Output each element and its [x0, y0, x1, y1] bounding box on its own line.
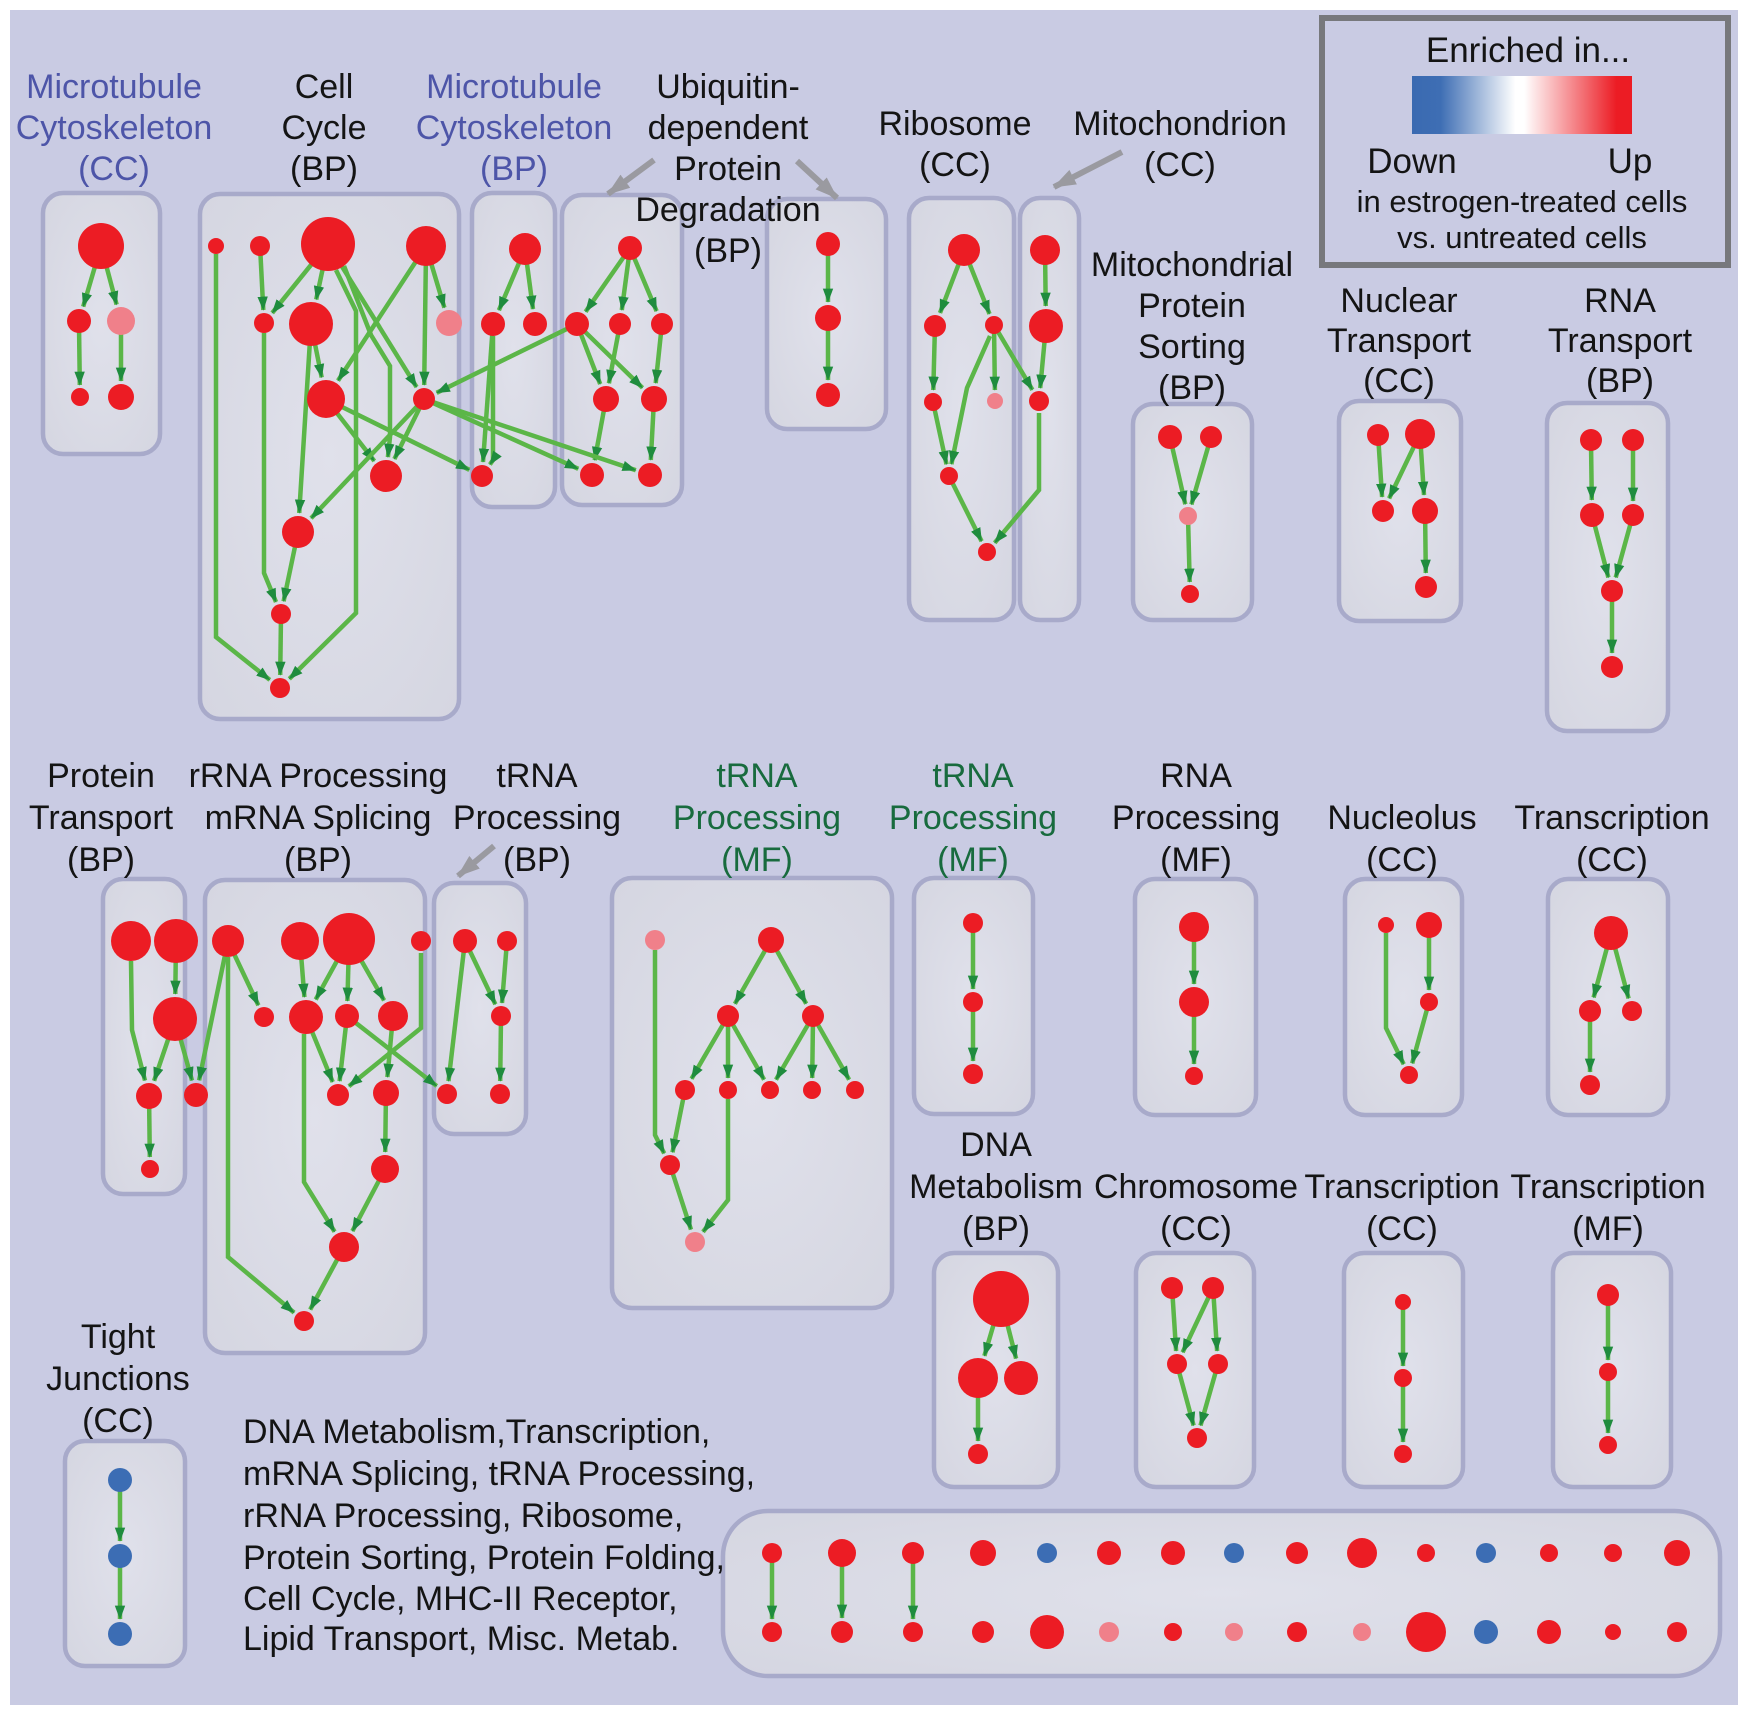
svg-text:Protein Sorting, Protein Foldi: Protein Sorting, Protein Folding, [243, 1539, 725, 1577]
svg-text:RNA: RNA [1160, 757, 1232, 795]
svg-text:Ubiquitin-: Ubiquitin- [656, 68, 800, 106]
svg-text:Transport: Transport [29, 799, 174, 837]
svg-text:RNA: RNA [1584, 282, 1656, 320]
svg-text:Protein: Protein [674, 150, 782, 188]
svg-text:Microtubule: Microtubule [26, 68, 202, 106]
svg-text:(BP): (BP) [1158, 369, 1226, 407]
svg-text:mRNA Splicing, tRNA Processing: mRNA Splicing, tRNA Processing, [243, 1455, 755, 1493]
svg-text:(CC): (CC) [1144, 146, 1216, 184]
svg-text:(MF): (MF) [937, 841, 1009, 879]
svg-text:Mitochondrion: Mitochondrion [1073, 105, 1287, 143]
svg-text:(MF): (MF) [721, 841, 793, 879]
svg-text:mRNA Splicing: mRNA Splicing [205, 799, 432, 837]
svg-text:Processing: Processing [1112, 799, 1280, 837]
svg-text:Protein: Protein [47, 757, 155, 795]
svg-text:Cytoskeleton: Cytoskeleton [416, 109, 613, 147]
svg-text:Transcription: Transcription [1304, 1168, 1499, 1206]
svg-text:Cycle: Cycle [281, 109, 366, 147]
svg-text:in estrogen-treated cells: in estrogen-treated cells [1357, 184, 1688, 219]
svg-text:tRNA: tRNA [932, 757, 1014, 795]
svg-text:(MF): (MF) [1160, 841, 1232, 879]
svg-text:tRNA: tRNA [716, 757, 798, 795]
svg-text:Cell Cycle, MHC-II Receptor,: Cell Cycle, MHC-II Receptor, [243, 1580, 678, 1618]
svg-text:dependent: dependent [648, 109, 809, 147]
svg-text:Nuclear: Nuclear [1340, 282, 1457, 320]
svg-text:Transport: Transport [1548, 322, 1693, 360]
svg-text:Microtubule: Microtubule [426, 68, 602, 106]
svg-text:(BP): (BP) [1586, 362, 1654, 400]
svg-text:(BP): (BP) [694, 232, 762, 270]
svg-text:Cytoskeleton: Cytoskeleton [16, 109, 213, 147]
svg-text:(BP): (BP) [503, 841, 571, 879]
svg-text:rRNA Processing, Ribosome,: rRNA Processing, Ribosome, [243, 1497, 683, 1535]
svg-text:Protein: Protein [1138, 287, 1246, 325]
svg-text:(MF): (MF) [1572, 1210, 1644, 1248]
svg-text:Processing: Processing [453, 799, 621, 837]
svg-text:Mitochondrial: Mitochondrial [1091, 246, 1293, 284]
svg-text:(CC): (CC) [1366, 1210, 1438, 1248]
svg-text:Transcription: Transcription [1510, 1168, 1705, 1206]
svg-text:Processing: Processing [673, 799, 841, 837]
svg-text:Lipid Transport, Misc. Metab.: Lipid Transport, Misc. Metab. [243, 1620, 680, 1658]
svg-text:(CC): (CC) [1363, 362, 1435, 400]
svg-text:Up: Up [1608, 142, 1653, 181]
svg-text:DNA: DNA [960, 1126, 1032, 1164]
svg-text:(CC): (CC) [1576, 841, 1648, 879]
svg-text:Junctions: Junctions [46, 1360, 190, 1398]
svg-text:(BP): (BP) [67, 841, 135, 879]
svg-text:Cell: Cell [295, 68, 354, 106]
svg-text:Transcription: Transcription [1514, 799, 1709, 837]
svg-text:tRNA: tRNA [496, 757, 578, 795]
svg-text:(CC): (CC) [82, 1402, 154, 1440]
svg-text:DNA Metabolism,Transcription,: DNA Metabolism,Transcription, [243, 1413, 710, 1451]
svg-text:(CC): (CC) [78, 150, 150, 188]
svg-text:Metabolism: Metabolism [909, 1168, 1083, 1206]
svg-text:Enriched in...: Enriched in... [1426, 31, 1630, 70]
svg-text:(CC): (CC) [1366, 841, 1438, 879]
svg-text:Degradation: Degradation [635, 191, 820, 229]
svg-text:Ribosome: Ribosome [878, 105, 1031, 143]
svg-text:vs. untreated cells: vs. untreated cells [1397, 220, 1647, 255]
svg-text:Down: Down [1367, 142, 1456, 181]
svg-text:Processing: Processing [889, 799, 1057, 837]
svg-text:Sorting: Sorting [1138, 328, 1246, 366]
svg-text:Tight: Tight [81, 1318, 156, 1356]
svg-text:(BP): (BP) [290, 150, 358, 188]
svg-text:Nucleolus: Nucleolus [1327, 799, 1476, 837]
svg-text:Transport: Transport [1327, 322, 1472, 360]
svg-text:(BP): (BP) [480, 150, 548, 188]
svg-text:(CC): (CC) [1160, 1210, 1232, 1248]
svg-text:(CC): (CC) [919, 146, 991, 184]
svg-text:(BP): (BP) [962, 1210, 1030, 1248]
svg-text:rRNA Processing: rRNA Processing [189, 757, 448, 795]
svg-text:(BP): (BP) [284, 841, 352, 879]
svg-text:Chromosome: Chromosome [1094, 1168, 1298, 1206]
